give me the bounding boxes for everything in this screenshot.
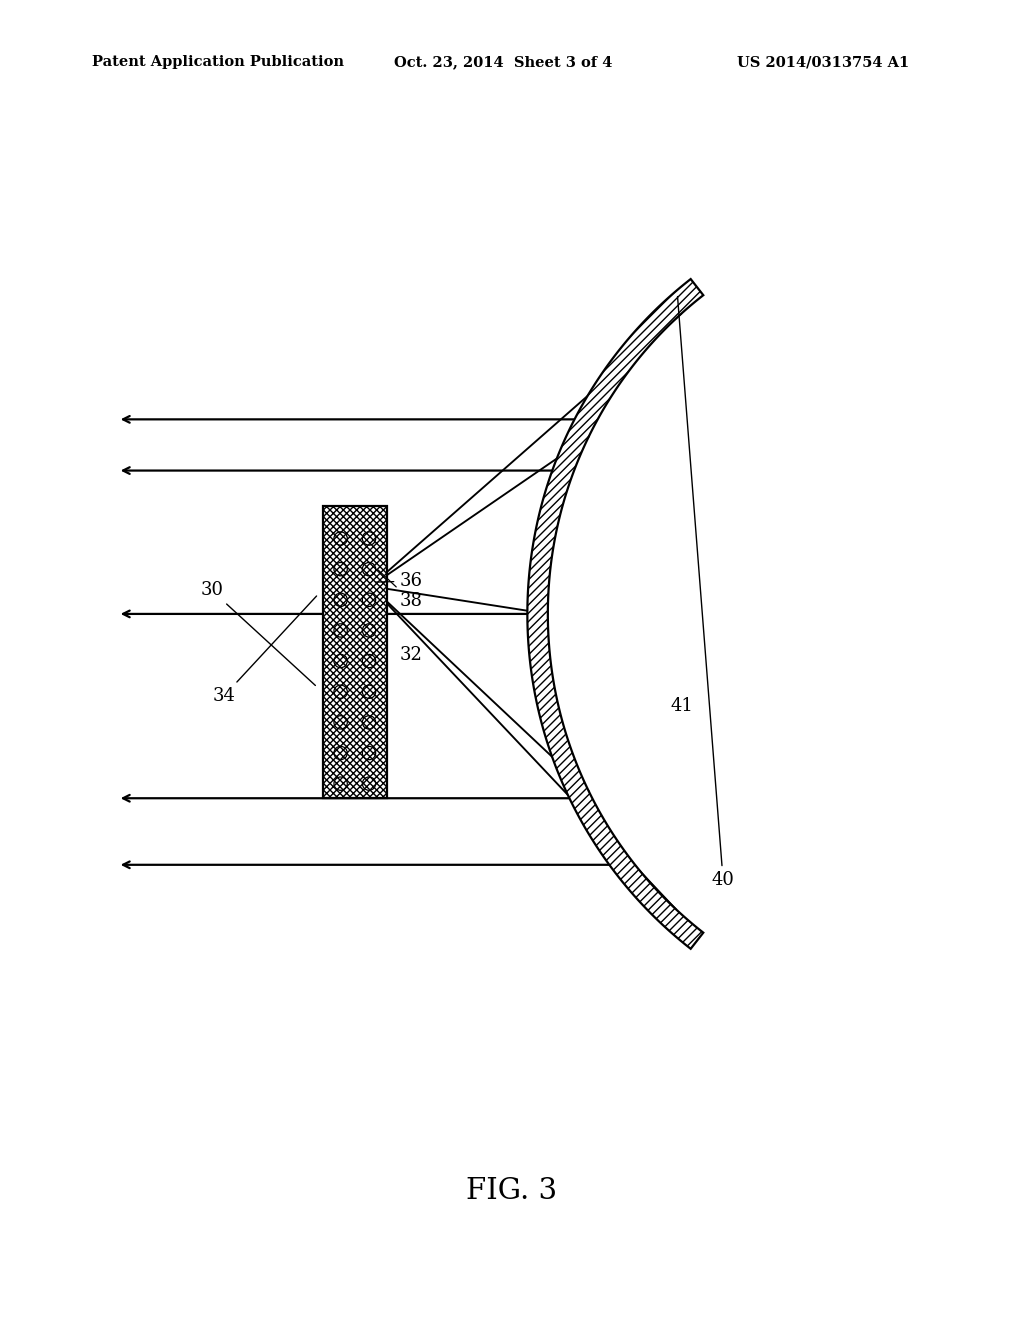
Text: FIG. 3: FIG. 3 <box>467 1177 557 1205</box>
Polygon shape <box>527 279 703 949</box>
Text: 41: 41 <box>671 697 693 715</box>
Text: 40: 40 <box>678 297 734 890</box>
Bar <box>323 507 387 799</box>
Text: US 2014/0313754 A1: US 2014/0313754 A1 <box>737 55 909 70</box>
Text: 32: 32 <box>399 645 422 664</box>
Text: Oct. 23, 2014  Sheet 3 of 4: Oct. 23, 2014 Sheet 3 of 4 <box>394 55 612 70</box>
Text: 30: 30 <box>201 581 315 685</box>
Text: 34: 34 <box>213 597 316 705</box>
Text: Patent Application Publication: Patent Application Publication <box>92 55 344 70</box>
Text: 38: 38 <box>378 570 422 610</box>
Bar <box>323 507 387 799</box>
Text: 36: 36 <box>376 572 422 590</box>
